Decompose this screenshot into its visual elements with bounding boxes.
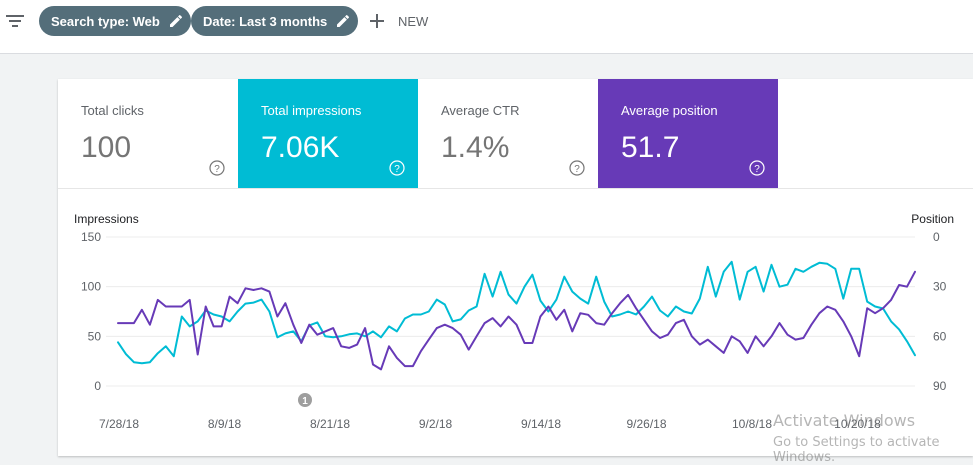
help-icon[interactable]: ? [749,160,765,176]
help-icon[interactable]: ? [389,160,405,176]
metric-label: Total clicks [81,103,144,118]
filter-toolbar: Search type: Web Date: Last 3 months NEW [0,0,973,54]
y-right-axis-label: Position [911,212,954,226]
watermark-subtitle: Go to Settings to activate Windows. [773,435,940,465]
metric-label: Average CTR [441,103,520,118]
x-tick-label: 8/21/18 [310,417,350,431]
x-tick-label: 7/28/18 [99,417,139,431]
plus-icon [370,14,384,28]
metric-label: Average position [621,103,718,118]
impressions-series-line [117,260,916,365]
date-range-chip[interactable]: Date: Last 3 months [191,6,359,36]
search-type-chip[interactable]: Search type: Web [39,6,191,36]
new-label: NEW [398,13,429,29]
svg-text:?: ? [394,164,400,175]
filter-list-icon[interactable] [5,11,25,31]
x-tick-label: 9/2/18 [419,417,453,431]
metric-value: 7.06K [261,131,340,164]
metric-value: 1.4% [441,131,510,164]
metric-value: 100 [81,131,132,164]
y-left-tick-label: 0 [94,379,101,393]
y-left-tick-label: 50 [88,329,102,343]
svg-text:?: ? [754,164,760,175]
y-right-tick-label: 60 [933,329,947,343]
metric-tile-total-impressions[interactable]: Total impressions 7.06K ? [238,79,418,188]
metric-value: 51.7 [621,131,680,164]
x-tick-label: 9/26/18 [626,417,666,431]
performance-card: Total clicks 100 ? Total impressions 7.0… [58,79,973,456]
windows-activation-watermark: Activate Windows Go to Settings to activ… [773,411,973,465]
x-tick-label: 10/8/18 [732,417,772,431]
y-right-tick-label: 30 [933,280,947,294]
metric-tile-total-clicks[interactable]: Total clicks 100 ? [58,79,238,188]
pencil-icon[interactable] [336,14,350,28]
watermark-title: Activate Windows [773,411,916,430]
y-left-tick-label: 100 [81,280,101,294]
pencil-icon[interactable] [169,14,183,28]
svg-text:?: ? [214,164,220,175]
metric-tile-average-ctr[interactable]: Average CTR 1.4% ? [418,79,598,188]
x-tick-label: 8/9/18 [208,417,242,431]
x-tick-label: 10/20/18 [834,417,881,431]
metric-tiles: Total clicks 100 ? Total impressions 7.0… [58,79,973,189]
metric-label: Total impressions [261,103,362,118]
metric-tile-average-position[interactable]: Average position 51.7 ? [598,79,778,188]
chip-label: Search type: Web [51,13,160,29]
y-left-axis-label: Impressions [74,212,139,226]
svg-text:?: ? [574,164,580,175]
annotation-marker[interactable] [298,393,312,407]
annotation-marker-label: 1 [302,396,308,407]
performance-chart: 150 100 50 0 0 30 60 90 Impressions Position 7/28/… [74,212,954,431]
help-icon[interactable]: ? [209,160,225,176]
help-icon[interactable]: ? [569,160,585,176]
y-right-tick-label: 90 [933,379,947,393]
y-left-tick-label: 150 [81,230,101,244]
new-filter-button[interactable]: NEW [368,10,428,32]
chip-label: Date: Last 3 months [203,13,328,29]
y-right-tick-label: 0 [933,230,940,244]
x-tick-label: 9/14/18 [521,417,561,431]
position-series-line [117,270,916,371]
